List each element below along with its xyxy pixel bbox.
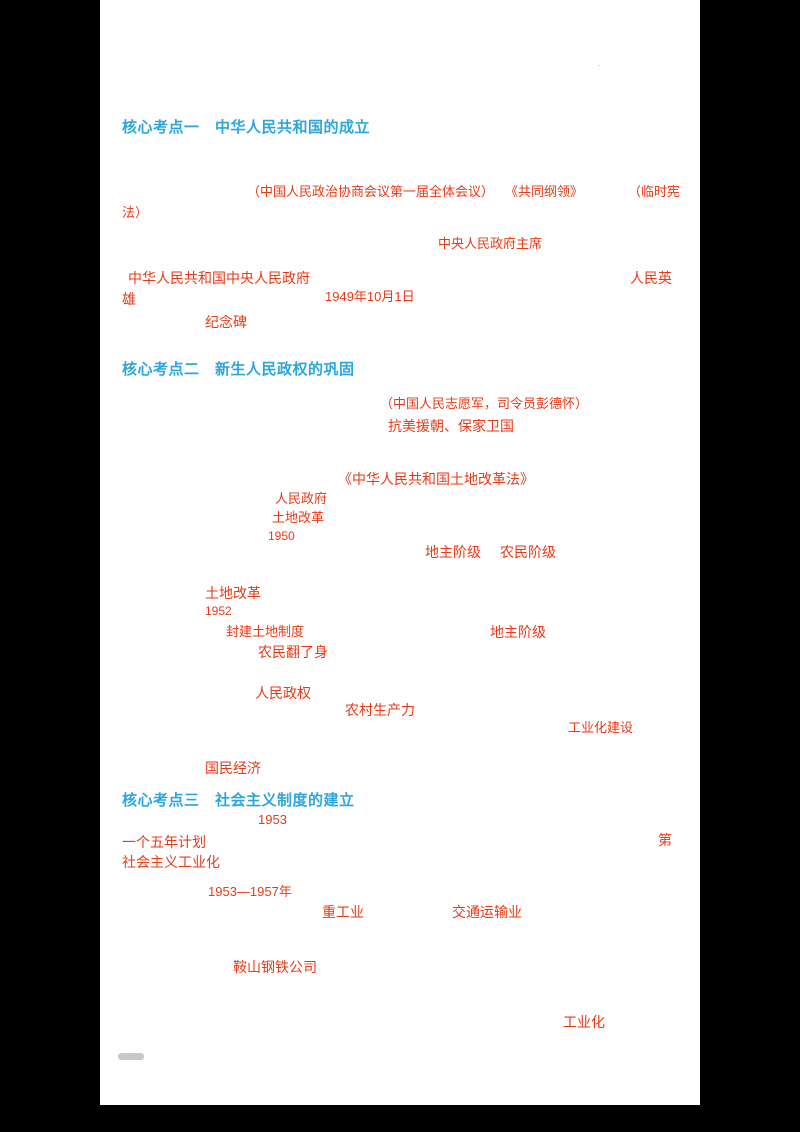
answer-blank: 国民经济 bbox=[205, 760, 261, 776]
answer-blank: （中国人民志愿军，司令员彭德怀） bbox=[380, 396, 589, 411]
answer-blank: 农民阶级 bbox=[500, 544, 556, 560]
answer-blank: 《共同纲领》 bbox=[505, 184, 584, 199]
document-page: · 核心考点一 中华人民共和国的成立 （中国人民政治协商会议第一届全体会议） 《… bbox=[100, 0, 700, 1105]
answer-blank: 重工业 bbox=[322, 904, 364, 920]
answer-blank: 抗美援朝、保家卫国 bbox=[388, 418, 514, 434]
answer-blank: 法） bbox=[122, 205, 149, 220]
answer-blank: 纪念碑 bbox=[205, 314, 247, 330]
answer-blank: 1953—1957年 bbox=[208, 884, 292, 899]
answer-blank: 人民政权 bbox=[255, 685, 311, 701]
answer-blank: 社会主义工业化 bbox=[122, 854, 220, 870]
answer-blank: 1952 bbox=[205, 604, 232, 618]
answer-blank: 土地改革 bbox=[205, 585, 261, 601]
answer-blank: 一个五年计划 bbox=[122, 834, 206, 850]
footer-smudge bbox=[118, 1053, 144, 1060]
answer-blank: 地主阶级 bbox=[425, 544, 481, 560]
answer-blank: 1953 bbox=[258, 812, 287, 827]
answer-blank: 第 bbox=[658, 832, 672, 848]
answer-blank: 地主阶级 bbox=[490, 624, 546, 640]
answer-blank: （中国人民政治协商会议第一届全体会议） bbox=[247, 184, 495, 199]
answer-blank: （临时宪 bbox=[628, 184, 681, 199]
answer-blank: 交通运输业 bbox=[452, 904, 522, 920]
answer-blank: 鞍山钢铁公司 bbox=[233, 959, 317, 975]
answer-blank: 农村生产力 bbox=[345, 702, 415, 718]
answer-blank: 1949年10月1日 bbox=[325, 289, 415, 304]
answer-blank: 人民政府 bbox=[275, 491, 328, 506]
answer-blank: 封建土地制度 bbox=[226, 624, 305, 639]
section-heading-3: 核心考点三 社会主义制度的建立 bbox=[122, 792, 355, 809]
answer-blank: 工业化 bbox=[563, 1014, 605, 1030]
answer-blank: 农民翻了身 bbox=[258, 644, 328, 660]
answer-blank: 雄 bbox=[122, 291, 136, 307]
section-heading-2: 核心考点二 新生人民政权的巩固 bbox=[122, 361, 355, 378]
answer-blank: 中央人民政府主席 bbox=[438, 236, 543, 251]
answer-blank: 《中华人民共和国土地改革法》 bbox=[338, 471, 534, 487]
section-heading-1: 核心考点一 中华人民共和国的成立 bbox=[122, 119, 371, 136]
answer-blank: 中华人民共和国中央人民政府 bbox=[128, 270, 310, 286]
answer-blank: 土地改革 bbox=[272, 510, 325, 525]
answer-blank: 1950 bbox=[268, 529, 295, 543]
answer-blank: 人民英 bbox=[630, 270, 672, 286]
answer-blank: 工业化建设 bbox=[568, 720, 634, 735]
corner-mark: · bbox=[597, 60, 600, 70]
